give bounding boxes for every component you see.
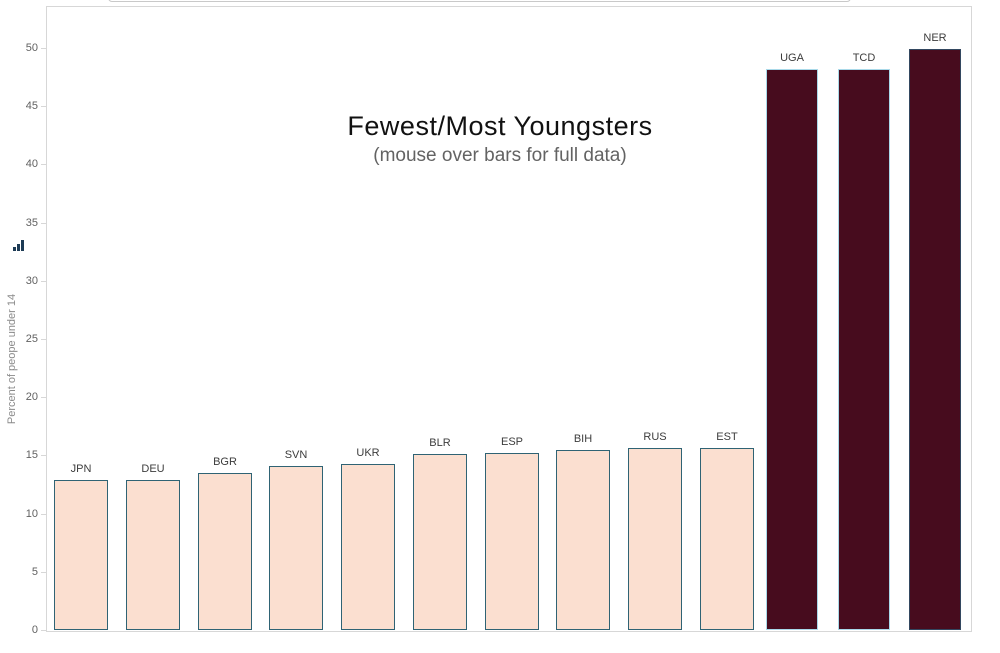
cropped-top-control[interactable] [108,0,851,2]
y-tick-label-10: 10 [25,507,38,520]
y-tick-label-20: 20 [25,391,38,404]
bar-ESP[interactable] [485,453,539,630]
chart-title: Fewest/Most Youngsters [347,111,653,141]
bar-label-UGA: UGA [780,52,804,64]
y-tick-mark-0 [41,630,46,631]
mini-bar-2 [17,244,20,251]
bar-label-ESP: ESP [500,436,523,448]
bar-EST[interactable] [700,448,754,630]
bar-BLR[interactable] [413,454,467,630]
bar-label-RUS: RUS [643,431,667,443]
y-tick-label-35: 35 [25,216,38,229]
y-tick-label-50: 50 [25,42,38,54]
y-tick-mark-40 [41,164,46,166]
title-block: Fewest/Most Youngsters (mouse over bars … [300,111,700,167]
chart-subtitle: (mouse over bars for full data) [373,145,627,166]
bar-JPN[interactable] [54,480,108,630]
bar-BGR[interactable] [198,473,252,630]
bar-label-SVN: SVN [284,449,308,461]
bar-label-BGR: BGR [213,456,237,468]
bar-UKR[interactable] [341,464,395,630]
y-tick-mark-50 [41,48,46,49]
y-tick-mark-20 [41,397,46,399]
bar-TCD[interactable] [838,69,890,630]
bar-label-EST: EST [716,431,738,443]
y-tick-mark-35 [41,222,46,224]
bar-label-NER: NER [923,32,947,44]
y-tick-label-30: 30 [25,274,38,287]
bar-BIH[interactable] [556,450,610,630]
y-axis-title: Percent of peope under 14 [6,293,18,425]
y-tick-mark-15 [41,455,46,457]
bar-SVN[interactable] [269,466,323,630]
y-tick-label-15: 15 [25,449,38,462]
bar-NER[interactable] [909,49,961,630]
bar-RUS[interactable] [628,448,682,630]
bar-label-DEU: DEU [141,463,165,475]
y-tick-label-5: 5 [31,565,38,578]
y-tick-mark-10 [41,513,46,515]
y-tick-label-40: 40 [25,158,38,171]
bar-UGA[interactable] [766,69,818,630]
y-tick-label-45: 45 [25,100,38,113]
bar-label-BIH: BIH [573,433,593,445]
y-tick-label-25: 25 [25,333,38,345]
mini-bar-chart-icon[interactable] [13,239,27,251]
y-tick-mark-25 [41,339,46,340]
y-tick-mark-30 [41,280,46,282]
y-tick-mark-45 [41,106,46,108]
mini-bar-3 [21,240,24,251]
y-tick-label-0: 0 [31,624,38,636]
bar-label-TCD: TCD [852,52,876,64]
bar-DEU[interactable] [126,480,180,630]
bar-label-BLR: BLR [429,437,451,449]
y-tick-mark-5 [41,571,46,573]
bar-label-UKR: UKR [356,447,380,459]
bar-label-JPN: JPN [70,463,92,475]
mini-bar-1 [13,247,16,251]
